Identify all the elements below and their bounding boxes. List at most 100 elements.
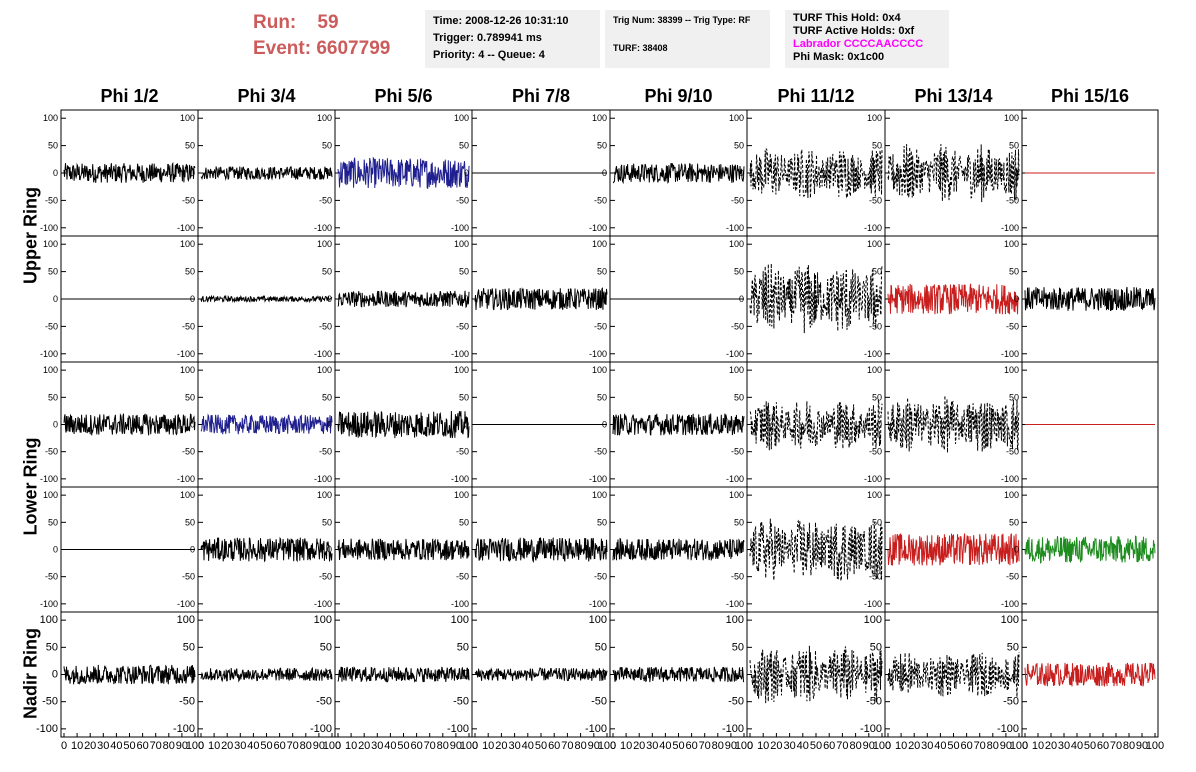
- trig-text: Trig Num: 38399 -- Trig Type: RF: [613, 15, 751, 25]
- waveform-panel: 100 50 0 -50 -100: [589, 486, 748, 613]
- x-tick-label: 40: [797, 740, 809, 752]
- y-tick-label: 100: [454, 113, 469, 123]
- y-tick-label: 0: [190, 420, 195, 430]
- y-tick-label: 0: [464, 545, 469, 555]
- y-tick-label: 100: [867, 365, 882, 375]
- y-tick-label: 0: [1014, 420, 1019, 430]
- x-tick-label: 10: [345, 740, 357, 752]
- y-tick-label: -50: [456, 195, 469, 205]
- y-tick-label: 50: [597, 517, 607, 527]
- y-tick-label: -50: [45, 321, 58, 331]
- y-tick-label: 100: [867, 490, 882, 500]
- y-tick-label: -100: [860, 723, 882, 735]
- y-tick-label: -50: [316, 696, 332, 708]
- x-tick-label: 50: [810, 740, 822, 752]
- y-tick-label: -50: [731, 572, 744, 582]
- y-tick-label: -100: [864, 223, 882, 233]
- y-tick-label: 0: [53, 545, 58, 555]
- y-tick-label: 0: [602, 420, 607, 430]
- y-tick-label: 50: [48, 392, 58, 402]
- waveform-panel: 100 50 0 -50 -100: [864, 486, 1023, 613]
- y-tick-label: 100: [1004, 490, 1019, 500]
- y-tick-label: 0: [739, 294, 744, 304]
- x-tick-label: 100: [323, 740, 341, 752]
- waveform-trace: [887, 651, 1020, 698]
- y-tick-label: 0: [876, 669, 882, 681]
- y-tick-label: -100: [864, 474, 882, 484]
- y-tick-label: 50: [872, 267, 882, 277]
- x-tick-label: 0: [610, 740, 616, 752]
- waveform-trace: [337, 290, 470, 309]
- y-tick-label: 0: [327, 545, 332, 555]
- x-tick-label: 90: [176, 740, 188, 752]
- waveform-panel: 100 50 0 -50 -100: [36, 611, 199, 738]
- waveform-trace: [749, 147, 883, 199]
- y-tick-label: 100: [1001, 614, 1019, 626]
- time-info-box: Time: 2008-12-26 10:31:10 Trigger: 0.789…: [425, 10, 600, 68]
- y-tick-label: -100: [589, 599, 607, 609]
- x-tick-label: 70: [561, 740, 573, 752]
- priority-text: Priority: 4 -- Queue: 4: [433, 49, 545, 61]
- x-tick-label: 0: [61, 740, 67, 752]
- y-tick-label: -50: [182, 447, 195, 457]
- y-tick-label: -100: [40, 349, 58, 359]
- waveform-panel: 100 50 0 -50 -100: [314, 486, 473, 613]
- y-tick-label: -50: [869, 195, 882, 205]
- waveform-trace: [1024, 535, 1156, 564]
- y-tick-label: -100: [1001, 223, 1019, 233]
- x-tick-label: 90: [863, 740, 875, 752]
- x-tick-label: 90: [1136, 740, 1148, 752]
- waveform-trace: [1024, 662, 1156, 688]
- labrador-text: Labrador CCCCAACCCC: [793, 38, 924, 50]
- turf-this-hold: TURF This Hold: 0x4: [793, 12, 901, 24]
- waveform-panel: 100 50 0 -50 -100: [314, 361, 473, 488]
- y-tick-label: -50: [1006, 572, 1019, 582]
- waveform-trace: [474, 667, 608, 682]
- y-tick-label: -50: [866, 696, 882, 708]
- waveform-trace: [887, 395, 1020, 453]
- x-tick-label: 40: [110, 740, 122, 752]
- time-text: Time: 2008-12-26 10:31:10: [433, 15, 569, 27]
- x-tick-label: 30: [371, 740, 383, 752]
- waveform-trace: [200, 413, 333, 435]
- y-tick-label: 0: [189, 669, 195, 681]
- y-tick-label: 100: [1004, 365, 1019, 375]
- y-tick-label: -50: [319, 195, 332, 205]
- x-tick-label: 20: [221, 740, 233, 752]
- waveform-panel: 100 50 0 -50 -100: [177, 486, 336, 613]
- x-tick-label: 60: [136, 740, 148, 752]
- y-tick-label: -100: [726, 474, 744, 484]
- y-tick-label: 100: [314, 614, 332, 626]
- x-tick-label: 40: [659, 740, 671, 752]
- y-tick-label: -50: [456, 321, 469, 331]
- waveform-panel: 100 50 0 -50 -100: [726, 361, 886, 488]
- x-tick-label: 60: [273, 740, 285, 752]
- y-tick-label: 50: [459, 392, 469, 402]
- y-tick-label: 0: [739, 168, 744, 178]
- y-tick-label: -100: [173, 723, 195, 735]
- y-tick-label: 0: [327, 294, 332, 304]
- waveform-panel: 100 50 0 -50 -100: [40, 486, 199, 613]
- x-tick-label: 50: [672, 740, 684, 752]
- y-tick-label: 100: [592, 365, 607, 375]
- y-tick-label: -100: [451, 223, 469, 233]
- y-tick-label: 0: [463, 669, 469, 681]
- y-tick-label: 100: [317, 365, 332, 375]
- y-tick-label: -50: [453, 696, 469, 708]
- y-tick-label: 0: [739, 420, 744, 430]
- x-tick-label: 0: [885, 740, 891, 752]
- y-tick-label: -100: [447, 723, 469, 735]
- waveform-panel: 100 50 0 -50 -100: [40, 109, 199, 237]
- y-tick-label: 0: [877, 545, 882, 555]
- y-tick-label: -100: [177, 223, 195, 233]
- y-tick-label: 100: [864, 614, 882, 626]
- y-tick-label: 0: [602, 168, 607, 178]
- y-tick-label: -100: [177, 599, 195, 609]
- x-tick-label: 30: [646, 740, 658, 752]
- x-tick-label: 70: [1110, 740, 1122, 752]
- waveform-panel: 100 50 0 -50 -100: [589, 361, 748, 488]
- y-tick-label: 50: [48, 267, 58, 277]
- x-tick-label: 90: [1000, 740, 1012, 752]
- y-tick-label: 50: [459, 141, 469, 151]
